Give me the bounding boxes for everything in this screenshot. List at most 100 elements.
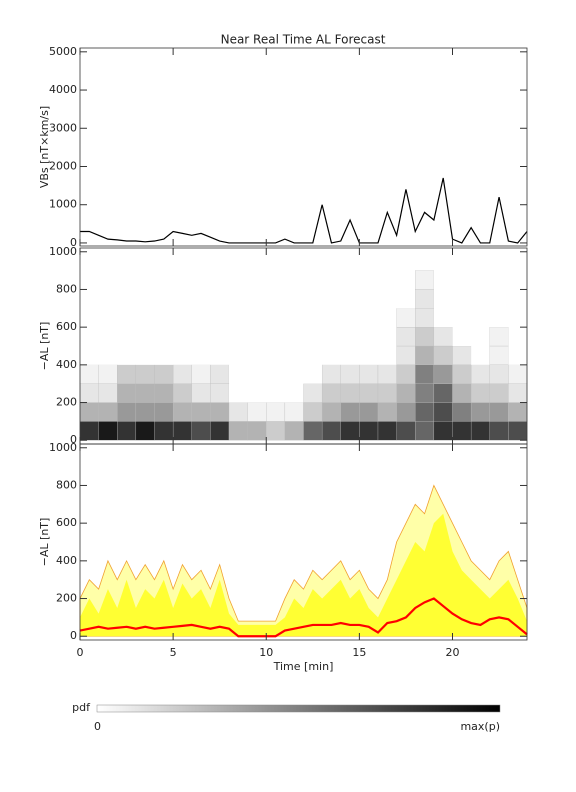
heat-cell bbox=[228, 402, 248, 422]
heat-cell bbox=[135, 327, 155, 346]
heat-cell bbox=[117, 364, 137, 384]
heat-cell bbox=[98, 421, 118, 441]
heat-cell bbox=[378, 270, 397, 290]
heat-cell bbox=[489, 421, 509, 441]
colorbar-min: 0 bbox=[94, 720, 101, 733]
y-tick-label: 200 bbox=[56, 592, 77, 605]
heat-cell bbox=[247, 289, 267, 309]
heat-cell bbox=[303, 270, 323, 290]
heat-cell bbox=[433, 270, 453, 290]
heat-cell bbox=[191, 327, 211, 346]
heat-cell bbox=[340, 308, 360, 328]
heat-cell bbox=[396, 364, 416, 384]
heat-cell bbox=[396, 289, 416, 309]
heat-cell bbox=[79, 421, 99, 441]
heat-cell bbox=[321, 421, 341, 441]
heat-cell bbox=[117, 402, 137, 422]
heat-cell bbox=[98, 289, 118, 309]
heat-cell bbox=[433, 289, 453, 309]
heat-cell bbox=[210, 308, 229, 328]
heat-cell bbox=[98, 346, 118, 365]
heat-cell bbox=[340, 270, 360, 290]
colorbar bbox=[96, 704, 501, 713]
heat-cell bbox=[433, 308, 453, 328]
heat-cell bbox=[173, 270, 192, 290]
heat-cell bbox=[340, 402, 360, 422]
heat-cell bbox=[452, 383, 472, 403]
heat-cell bbox=[377, 421, 397, 441]
heat-cell bbox=[247, 364, 267, 384]
heat-cell bbox=[173, 289, 192, 309]
heat-cell bbox=[508, 327, 527, 346]
heat-cell bbox=[266, 289, 285, 309]
heat-cell bbox=[489, 364, 509, 384]
heat-cell bbox=[378, 308, 397, 328]
heat-cell bbox=[266, 346, 285, 365]
heat-cell bbox=[284, 402, 304, 422]
y-tick-label: 400 bbox=[56, 358, 77, 371]
heat-cell bbox=[229, 327, 248, 346]
heat-cell bbox=[452, 289, 472, 309]
heat-cell bbox=[79, 383, 99, 403]
heat-cell bbox=[452, 345, 472, 365]
heat-cell bbox=[284, 346, 304, 365]
heat-cell bbox=[378, 346, 397, 365]
x-tick-label: 15 bbox=[352, 646, 366, 659]
heat-cell bbox=[396, 327, 416, 347]
y-axis-label: VBs [nT×km/s] bbox=[38, 106, 51, 188]
y-tick-label: 1000 bbox=[49, 441, 77, 454]
heat-cell bbox=[508, 346, 527, 365]
heat-cell bbox=[489, 345, 509, 365]
median-line bbox=[79, 597, 528, 638]
heat-cell bbox=[471, 308, 490, 328]
heat-cell bbox=[98, 364, 118, 384]
colorbar-label: pdf bbox=[72, 701, 91, 714]
y-tick-label: 800 bbox=[56, 478, 77, 491]
heat-cell bbox=[98, 308, 118, 328]
heat-cell bbox=[135, 402, 155, 422]
heat-cell bbox=[284, 289, 304, 309]
heat-cell bbox=[228, 421, 248, 441]
heat-cell bbox=[210, 383, 230, 403]
heat-cell bbox=[359, 364, 379, 384]
heat-cell bbox=[266, 364, 285, 384]
heat-cell bbox=[210, 421, 230, 441]
heat-cell bbox=[303, 346, 323, 365]
heat-cell bbox=[470, 421, 490, 441]
heat-cell bbox=[173, 308, 192, 328]
quantile-band bbox=[80, 513, 527, 637]
heat-cell bbox=[303, 383, 323, 403]
heat-cell bbox=[303, 289, 323, 309]
heat-cell bbox=[415, 345, 435, 365]
heat-cell bbox=[79, 364, 99, 384]
heat-cell bbox=[489, 289, 509, 309]
heat-cell bbox=[154, 402, 174, 422]
heat-cell bbox=[377, 402, 397, 422]
heat-cell bbox=[378, 289, 397, 309]
y-tick-label: 5000 bbox=[49, 45, 77, 58]
heat-cell bbox=[508, 308, 527, 328]
heat-cell bbox=[98, 327, 118, 346]
heat-cell bbox=[284, 364, 304, 384]
chart-title: Near Real Time AL Forecast bbox=[221, 33, 386, 47]
heat-cell bbox=[80, 346, 99, 365]
y-tick-label: 1000 bbox=[49, 245, 77, 258]
heat-cell bbox=[340, 346, 360, 365]
heat-cell bbox=[415, 383, 435, 403]
heat-cell bbox=[117, 421, 137, 441]
heat-cell bbox=[489, 308, 509, 328]
heat-cell bbox=[284, 308, 304, 328]
y-tick-label: 2000 bbox=[49, 159, 77, 172]
heat-cell bbox=[489, 270, 509, 290]
heat-cell bbox=[98, 270, 118, 290]
heat-cell bbox=[135, 289, 155, 309]
heat-cell bbox=[135, 383, 155, 403]
heat-cell bbox=[191, 270, 211, 290]
heat-cell bbox=[508, 270, 527, 290]
y-tick-label: 0 bbox=[70, 433, 77, 446]
heat-cell bbox=[154, 270, 174, 290]
heat-cell bbox=[321, 383, 341, 403]
heat-cell bbox=[433, 327, 453, 347]
heat-cell bbox=[340, 364, 360, 384]
heat-cell bbox=[247, 270, 267, 290]
